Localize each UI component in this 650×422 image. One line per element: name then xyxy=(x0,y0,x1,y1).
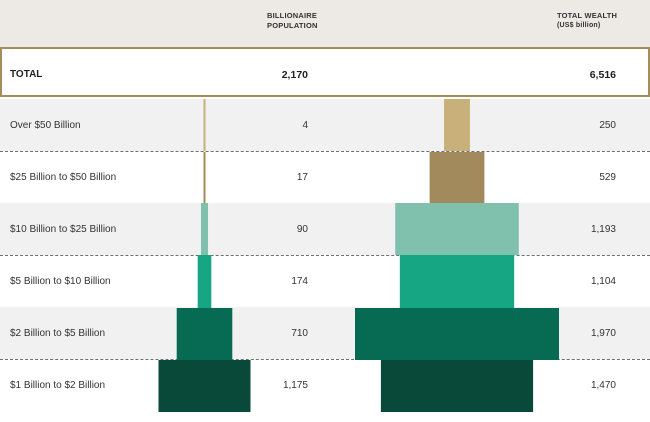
row-population: 4 xyxy=(302,120,308,131)
row-divider xyxy=(0,151,650,152)
population-header-line-2: POPULATION xyxy=(267,21,318,30)
row-wealth: 1,970 xyxy=(590,328,616,339)
row-wealth: 1,193 xyxy=(590,224,616,235)
row-label: $5 Billion to $10 Billion xyxy=(10,276,111,287)
row-divider xyxy=(0,359,650,360)
row-wealth: 1,104 xyxy=(590,276,616,287)
row-wealth: 529 xyxy=(599,172,616,183)
row-divider xyxy=(0,255,650,256)
total-wealth: 6,516 xyxy=(589,69,616,81)
table-header xyxy=(0,0,650,47)
row-population: 90 xyxy=(296,224,308,235)
row-population: 174 xyxy=(291,276,308,287)
population-column-header: BILLIONAIRE POPULATION xyxy=(267,11,357,31)
wealth-header-title: TOTAL WEALTH xyxy=(557,11,618,20)
row-wealth: 1,470 xyxy=(590,380,616,391)
table-row xyxy=(0,203,650,255)
wealth-column-header: TOTAL WEALTH (US$ billion) xyxy=(557,11,647,31)
row-population: 710 xyxy=(291,328,308,339)
total-label: TOTAL xyxy=(10,69,43,80)
population-header-line-1: BILLIONAIRE xyxy=(267,11,318,20)
row-population: 1,175 xyxy=(282,380,308,391)
total-population: 2,170 xyxy=(281,69,308,81)
row-population: 17 xyxy=(296,172,308,183)
row-label: $25 Billion to $50 Billion xyxy=(10,172,117,183)
row-wealth: 250 xyxy=(599,120,616,131)
row-label: $1 Billion to $2 Billion xyxy=(10,380,106,391)
wealth-header-unit: (US$ billion) xyxy=(557,22,601,29)
row-label: $2 Billion to $5 Billion xyxy=(10,328,106,339)
row-label: $10 Billion to $25 Billion xyxy=(10,224,117,235)
table-row xyxy=(0,99,650,151)
row-label: Over $50 Billion xyxy=(10,120,81,131)
total-row xyxy=(0,47,650,97)
